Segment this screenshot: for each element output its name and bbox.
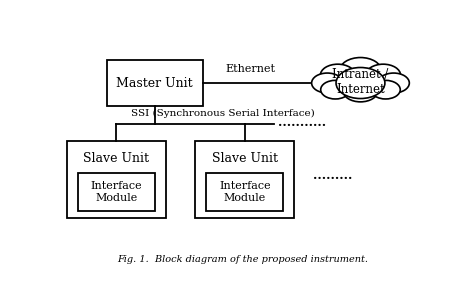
Text: Fig. 1.  Block diagram of the proposed instrument.: Fig. 1. Block diagram of the proposed in… [118, 255, 368, 264]
Ellipse shape [371, 80, 400, 99]
Ellipse shape [320, 64, 355, 86]
Text: SSI (Synchronous Serial Interface): SSI (Synchronous Serial Interface) [131, 109, 315, 118]
FancyBboxPatch shape [78, 173, 155, 211]
Ellipse shape [339, 58, 382, 84]
Ellipse shape [336, 68, 385, 98]
Ellipse shape [366, 64, 401, 86]
Ellipse shape [320, 64, 355, 86]
Ellipse shape [321, 80, 350, 99]
Text: Slave Unit: Slave Unit [212, 152, 278, 165]
Text: Interface
Module: Interface Module [219, 181, 271, 203]
Ellipse shape [336, 68, 385, 98]
Ellipse shape [378, 73, 410, 93]
FancyBboxPatch shape [206, 173, 283, 211]
FancyBboxPatch shape [195, 141, 294, 218]
Ellipse shape [311, 73, 343, 93]
Text: .........: ......... [313, 169, 352, 182]
Ellipse shape [343, 80, 378, 102]
Text: Interface
Module: Interface Module [91, 181, 142, 203]
Text: ...........: ........... [278, 116, 326, 129]
Ellipse shape [311, 73, 343, 93]
Ellipse shape [366, 64, 401, 86]
Ellipse shape [378, 73, 410, 93]
Ellipse shape [321, 80, 350, 99]
Ellipse shape [343, 80, 378, 102]
Ellipse shape [339, 58, 382, 84]
FancyBboxPatch shape [107, 60, 202, 106]
Text: Master Unit: Master Unit [117, 77, 193, 89]
Text: Intranet /
Internet: Intranet / Internet [332, 68, 389, 96]
FancyBboxPatch shape [66, 141, 166, 218]
Ellipse shape [371, 80, 400, 99]
Text: Slave Unit: Slave Unit [83, 152, 149, 165]
Text: Ethernet: Ethernet [225, 64, 275, 74]
